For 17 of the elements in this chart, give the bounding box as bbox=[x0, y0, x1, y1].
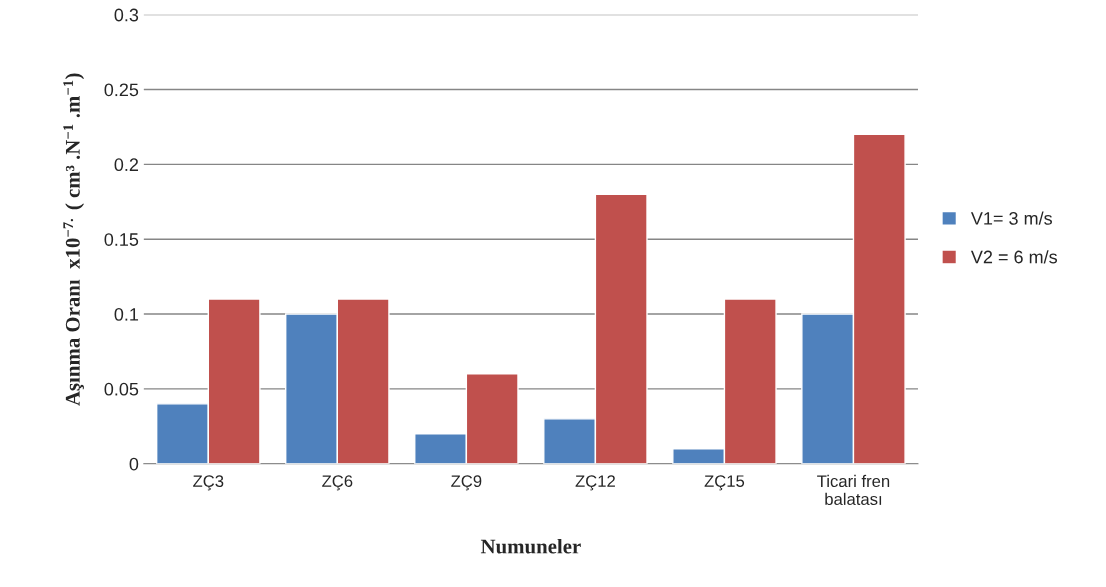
y-tick-label: 0 bbox=[129, 457, 139, 471]
x-tick-label: ZÇ9 bbox=[451, 475, 482, 491]
y-tick-label: 0.2 bbox=[114, 158, 139, 172]
x-tick-label: ZÇ12 bbox=[575, 475, 615, 491]
y-tick-label: 0.15 bbox=[104, 233, 139, 246]
y-axis-title: Aşınma Oranı x10$^{−7.}$ ( cm³ .N$^{−1}$ .m$^{−1}$) bbox=[63, 73, 85, 406]
x-tick-label: Ticari fren balatası bbox=[817, 474, 890, 506]
x-axis-title: Numuneler bbox=[480, 538, 581, 554]
y-tick-label: 0.1 bbox=[114, 307, 139, 321]
y-tick-label: 0.05 bbox=[104, 382, 139, 396]
y-tick-label: 0.3 bbox=[114, 8, 139, 22]
x-tick-label: ZÇ6 bbox=[322, 475, 353, 491]
legend-label: V2 = 6 m/s bbox=[970, 250, 1058, 264]
x-tick-label: ZÇ15 bbox=[704, 475, 745, 491]
legend-label: V1= 3 m/s bbox=[970, 211, 1052, 225]
x-tick-label: ZÇ3 bbox=[193, 475, 224, 491]
y-tick-label: 0.25 bbox=[104, 83, 139, 97]
